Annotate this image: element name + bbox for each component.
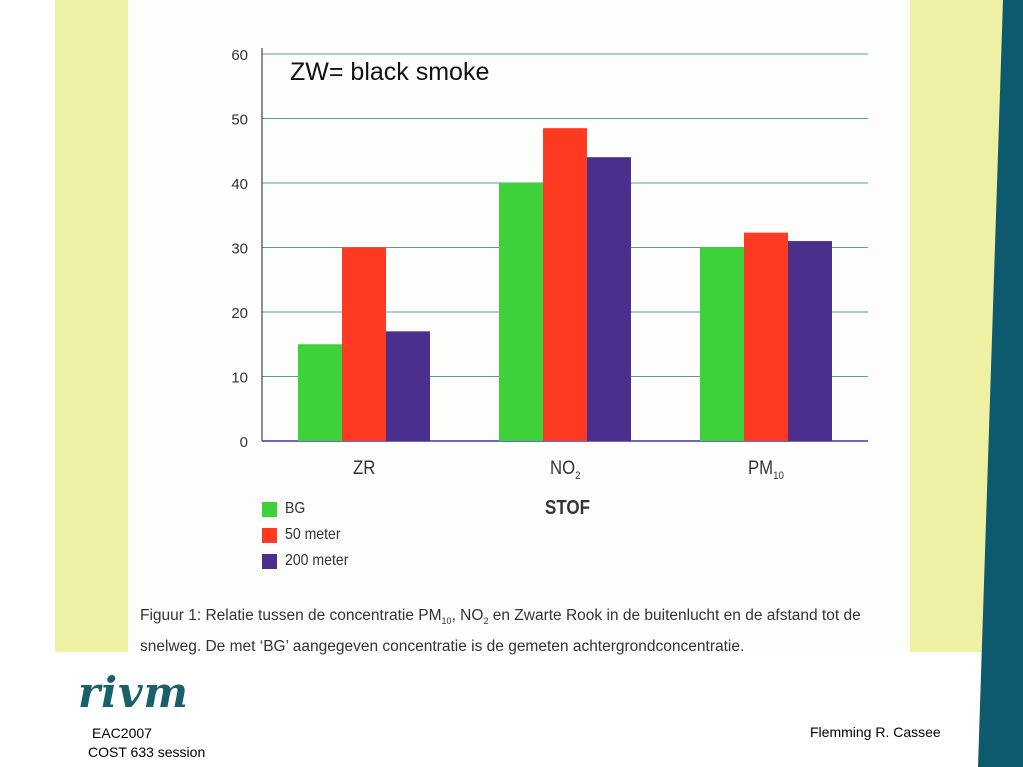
legend-label: 50 meter [285,526,341,543]
legend-swatch [262,553,277,569]
legend-item: 50 meter [262,522,357,548]
bar-zr-bg [298,344,342,441]
bar-zr-200-meter [386,331,430,441]
figure-caption: Figuur 1: Relatie tussen de concentratie… [140,603,910,659]
footer-left: EAC2007 COST 633 session [88,724,205,762]
y-tick-label: 50 [231,112,248,129]
bar-zr-50-meter [342,247,386,441]
legend-label: BG [285,500,306,517]
footer-author: Flemming R. Cassee [810,724,941,740]
y-tick-label: 30 [231,241,248,258]
rivm-logo: rivm [78,668,189,717]
legend: BG 50 meter 200 meter [262,496,357,574]
y-tick-label: 10 [231,370,248,387]
chart-annotation: ZW= black smoke [290,58,490,86]
bar-no2-200-meter [587,157,631,441]
legend-swatch [262,527,277,543]
bar-pm10-bg [700,247,744,441]
x-category-label: NO2 [549,458,581,482]
caption-line2: snelweg. De met ‘BG’ aangegeven concentr… [140,638,745,656]
caption-line1-part-c: en Zwarte Rook in de buitenlucht en de a… [488,607,861,624]
bar-no2-50-meter [543,128,587,442]
y-tick-label: 0 [240,434,248,451]
legend-swatch [262,501,277,517]
caption-line1-part-a: Figuur 1: Relatie tussen de concentratie… [140,607,442,624]
x-category-label: ZR [352,458,376,479]
bar-no2-bg [499,183,543,441]
bar-pm10-50-meter [744,232,788,441]
legend-label: 200 meter [285,552,349,569]
x-category-label: PM10 [748,458,784,482]
bar-pm10-200-meter [788,241,832,441]
x-axis-label: STOF [545,497,591,519]
caption-sub-2: 2 [483,616,489,627]
caption-sub-10: 10 [441,616,452,627]
footer-event: EAC2007 [92,725,152,741]
y-tick-label: 20 [231,305,248,322]
caption-line1-part-b: , NO [451,607,484,624]
legend-item: BG [262,496,357,522]
footer-session: COST 633 session [88,744,206,760]
y-tick-label: 40 [231,176,248,193]
y-tick-label: 60 [231,47,248,64]
legend-item: 200 meter [262,548,357,574]
left-decorative-band [55,0,128,652]
